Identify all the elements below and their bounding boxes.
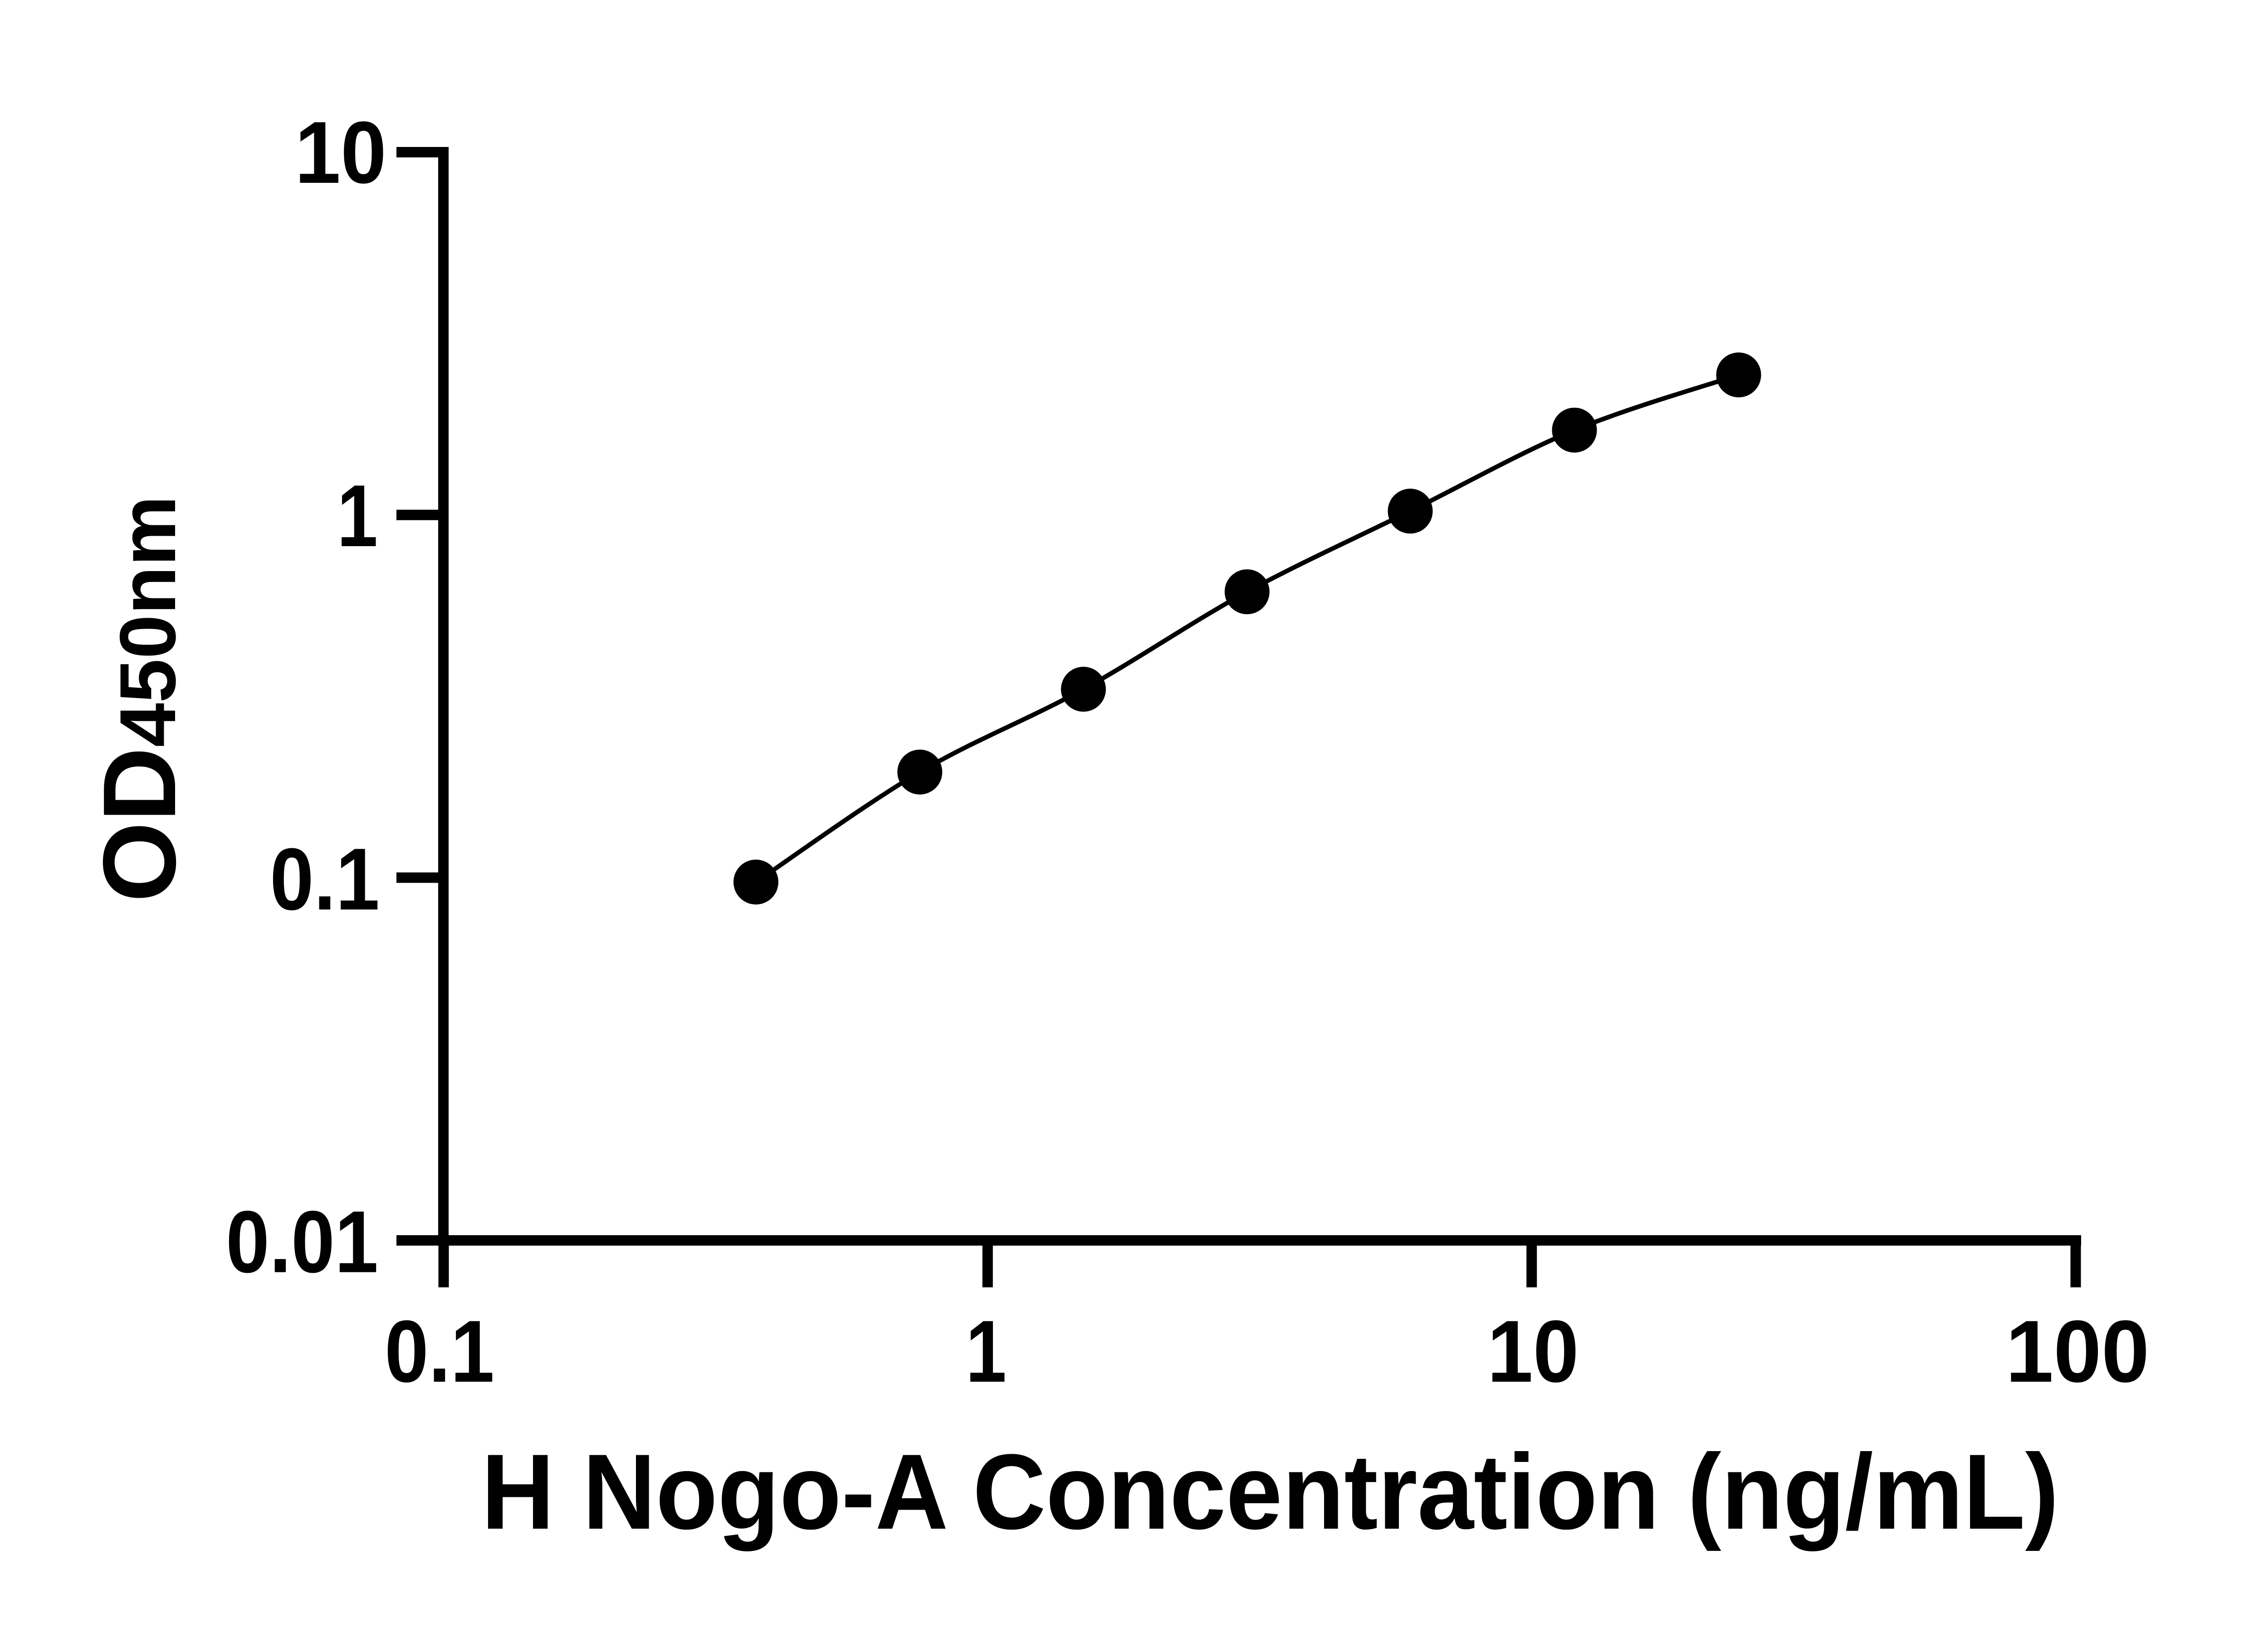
svg-text:0.1: 0.1 <box>270 830 380 929</box>
svg-text:10: 10 <box>295 103 386 202</box>
svg-text:100: 100 <box>2006 1302 2150 1401</box>
svg-text:OD450nm: OD450nm <box>82 496 197 902</box>
svg-text:H Nogo-A Concentration (ng/mL): H Nogo-A Concentration (ng/mL) <box>481 1432 2059 1552</box>
svg-text:1: 1 <box>966 1302 1007 1401</box>
svg-text:10: 10 <box>1487 1302 1579 1401</box>
svg-text:0.1: 0.1 <box>385 1302 494 1401</box>
svg-text:1: 1 <box>337 467 378 565</box>
svg-text:0.01: 0.01 <box>226 1193 378 1291</box>
